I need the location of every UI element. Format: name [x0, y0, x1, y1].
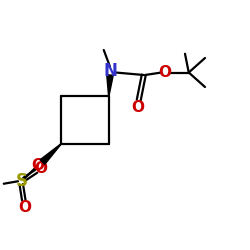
Text: N: N [103, 62, 117, 80]
Polygon shape [107, 75, 113, 96]
Text: O: O [31, 158, 44, 172]
Text: O: O [34, 161, 47, 176]
Text: O: O [158, 65, 172, 80]
Text: O: O [18, 200, 32, 215]
Text: S: S [15, 172, 27, 190]
Polygon shape [40, 144, 61, 164]
Text: O: O [131, 100, 144, 114]
